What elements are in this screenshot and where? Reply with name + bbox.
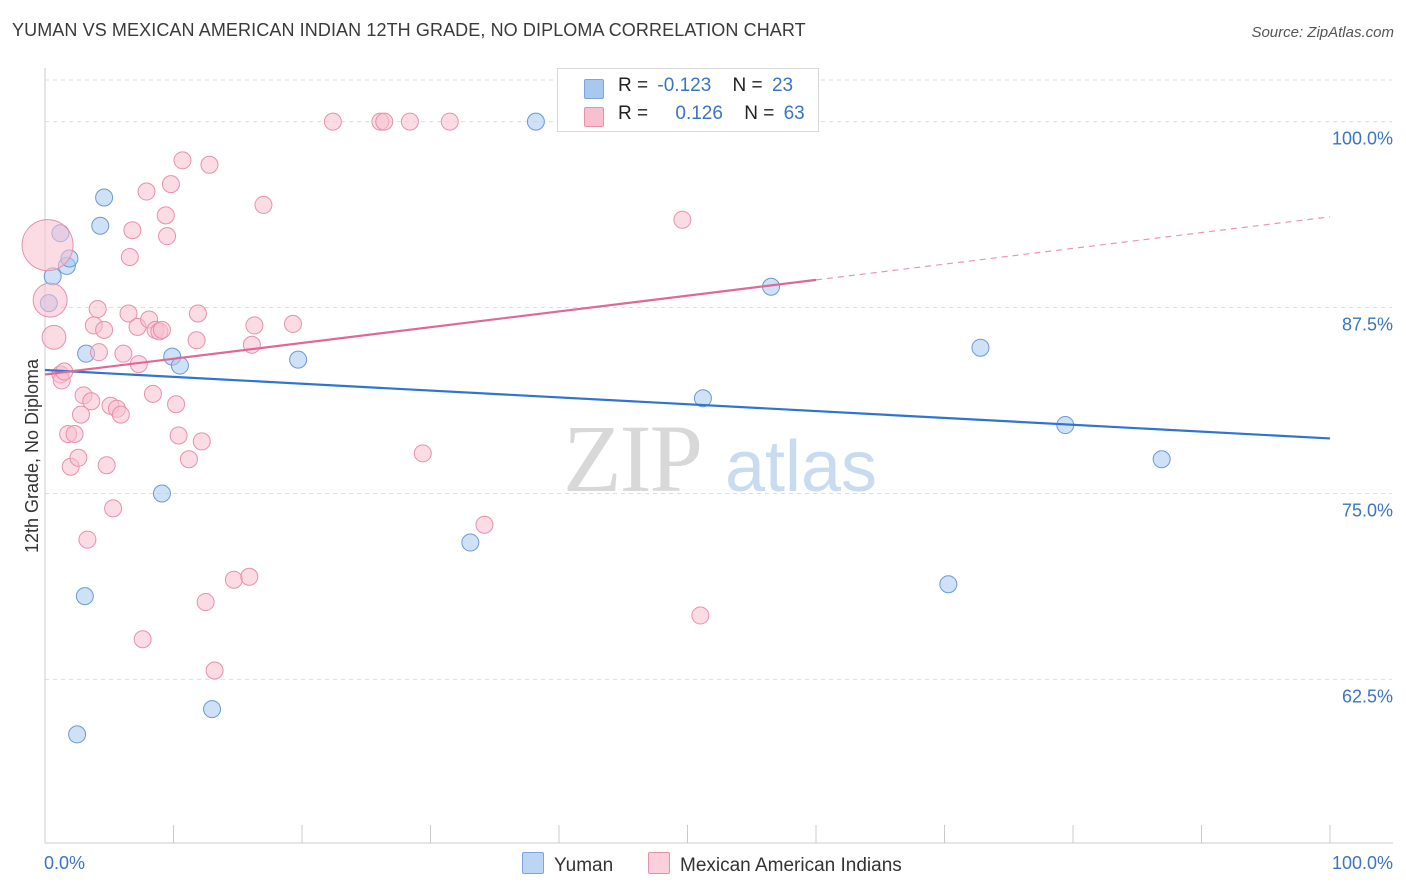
point-mexican-american-indians: [123, 221, 142, 240]
point-mexican-american-indians: [673, 210, 692, 229]
point-mexican-american-indians: [400, 112, 419, 131]
point-mexican-american-indians: [475, 515, 494, 534]
legend-r-label: R =: [618, 75, 649, 96]
point-yuman: [152, 484, 171, 503]
point-mexican-american-indians: [200, 155, 219, 174]
chart-title: YUMAN VS MEXICAN AMERICAN INDIAN 12TH GR…: [12, 20, 806, 40]
point-mexican-american-indians: [691, 606, 710, 625]
point-mexican-american-indians: [32, 282, 68, 318]
point-yuman: [289, 350, 308, 369]
legend-swatch-yuman: [584, 79, 604, 99]
watermark-zip: ZIP: [563, 405, 701, 512]
y-axis-label: 12th Grade, No Diploma: [22, 358, 42, 553]
point-yuman: [68, 725, 87, 744]
point-mexican-american-indians: [21, 219, 74, 272]
point-mexican-american-indians: [137, 182, 156, 201]
bottom-legend-label-mexican-american-indians: Mexican American Indians: [680, 855, 902, 876]
point-mexican-american-indians: [119, 304, 138, 323]
point-mexican-american-indians: [173, 151, 192, 170]
point-yuman: [1152, 450, 1171, 469]
y-tick-label: 100.0%: [1332, 129, 1393, 149]
point-mexican-american-indians: [440, 112, 459, 131]
point-mexican-american-indians: [156, 206, 175, 225]
point-yuman: [461, 533, 480, 552]
point-mexican-american-indians: [284, 314, 303, 333]
legend-row-mexican-american-indians: R = 0.126 N = 63: [584, 103, 805, 127]
legend-swatch-mexican-american-indians: [584, 107, 604, 127]
bottom-legend-swatch-mexican-american-indians: [648, 852, 670, 874]
point-mexican-american-indians: [89, 343, 108, 362]
point-mexican-american-indians: [205, 661, 224, 680]
bottom-legend-label-yuman: Yuman: [554, 855, 614, 876]
point-mexican-american-indians: [161, 175, 180, 194]
point-yuman: [203, 700, 222, 719]
point-mexican-american-indians: [111, 405, 130, 424]
legend-n-value: 23: [771, 75, 794, 96]
point-yuman: [95, 188, 114, 207]
trend-line-extension-mexican-american-indians: [815, 216, 1331, 281]
point-yuman: [75, 587, 94, 606]
point-mexican-american-indians: [179, 450, 198, 469]
point-mexican-american-indians: [187, 331, 206, 350]
point-mexican-american-indians: [71, 405, 90, 424]
bottom-legend-mexican-american-indians[interactable]: Mexican American Indians: [648, 852, 902, 877]
point-mexican-american-indians: [120, 247, 139, 266]
point-mexican-american-indians: [192, 432, 211, 451]
x-tick-label-min: 0.0%: [44, 853, 85, 873]
legend-n-label: N =: [744, 103, 775, 124]
legend-row-yuman: R = -0.123 N = 23: [584, 75, 794, 99]
y-tick-label: 75.0%: [1342, 500, 1393, 520]
watermark-atlas: atlas: [725, 427, 877, 507]
point-mexican-american-indians: [167, 395, 186, 414]
point-mexican-american-indians: [375, 112, 394, 131]
point-mexican-american-indians: [188, 304, 207, 323]
point-mexican-american-indians: [88, 300, 107, 319]
point-mexican-american-indians: [245, 316, 264, 335]
point-yuman: [526, 112, 545, 131]
point-mexican-american-indians: [41, 324, 67, 350]
point-yuman: [971, 338, 990, 357]
y-tick-label: 87.5%: [1342, 315, 1393, 335]
point-mexican-american-indians: [158, 227, 177, 246]
legend-n-label: N =: [732, 75, 763, 96]
legend-r-value: -0.123: [657, 75, 712, 96]
point-mexican-american-indians: [254, 195, 273, 214]
x-tick-label-max: 100.0%: [1332, 853, 1393, 873]
point-mexican-american-indians: [152, 320, 171, 339]
point-mexican-american-indians: [69, 448, 88, 467]
point-yuman: [91, 216, 110, 235]
point-mexican-american-indians: [240, 567, 259, 586]
legend-r-label: R =: [618, 103, 649, 124]
legend-n-value: 63: [783, 103, 805, 124]
point-yuman: [693, 389, 712, 408]
bottom-legend-swatch-yuman: [522, 852, 544, 874]
point-mexican-american-indians: [413, 444, 432, 463]
point-yuman: [939, 575, 958, 594]
point-mexican-american-indians: [97, 456, 116, 475]
point-mexican-american-indians: [133, 630, 152, 649]
legend-r-value: 0.126: [675, 103, 723, 124]
point-mexican-american-indians: [114, 344, 133, 363]
point-mexican-american-indians: [95, 320, 114, 339]
point-mexican-american-indians: [169, 426, 188, 445]
point-mexican-american-indians: [82, 392, 101, 411]
bottom-legend-yuman[interactable]: Yuman: [522, 852, 613, 877]
point-mexican-american-indians: [104, 499, 123, 518]
point-mexican-american-indians: [323, 112, 342, 131]
point-mexican-american-indians: [224, 570, 243, 589]
point-mexican-american-indians: [78, 530, 97, 549]
trend-line-mexican-american-indians: [44, 278, 817, 376]
point-mexican-american-indians: [143, 384, 162, 403]
trend-line-yuman: [44, 368, 1331, 440]
point-mexican-american-indians: [65, 424, 84, 443]
point-mexican-american-indians: [196, 593, 215, 612]
source-credit: Source: ZipAtlas.com: [1251, 24, 1394, 41]
y-tick-label: 62.5%: [1342, 686, 1393, 706]
stats-legend: R = -0.123 N = 23 R = 0.126 N = 63: [557, 68, 819, 132]
